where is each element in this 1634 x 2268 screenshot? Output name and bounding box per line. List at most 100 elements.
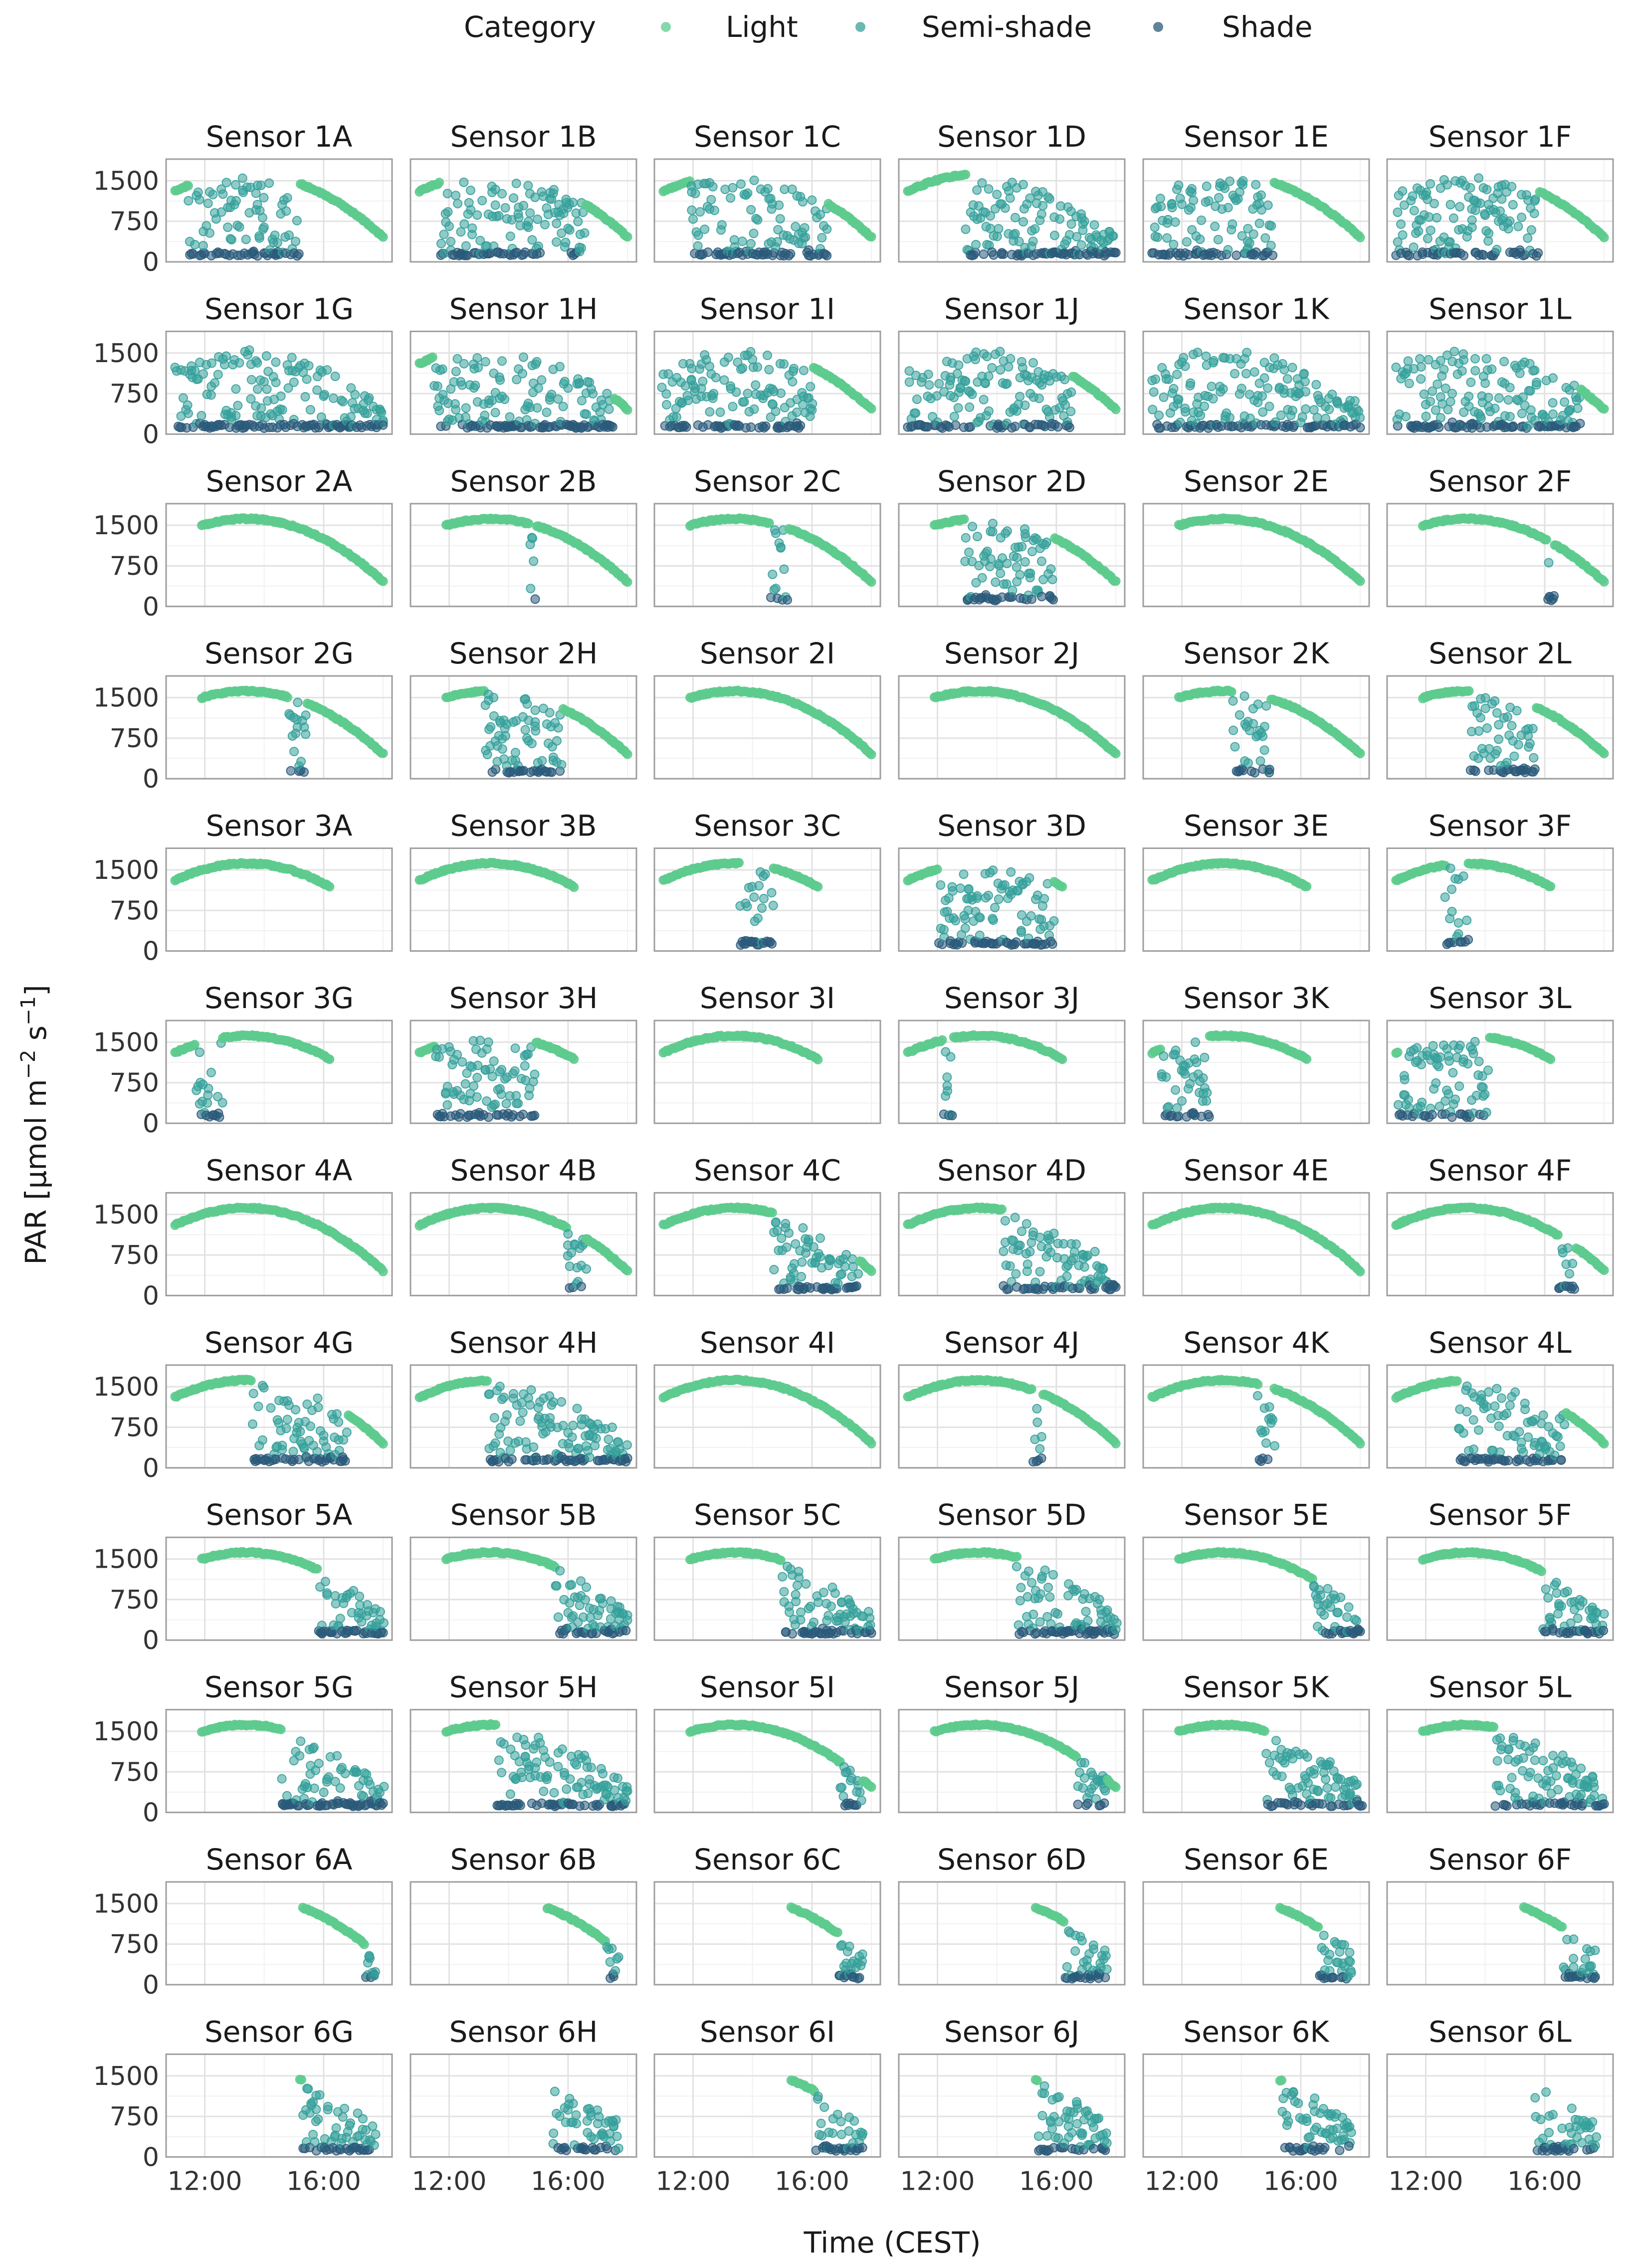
data-point xyxy=(1029,359,1037,367)
panel-sensor-2f: Sensor 2F xyxy=(1387,464,1613,607)
data-point xyxy=(808,196,816,205)
data-point xyxy=(605,405,613,413)
y-axis-title-main: PAR [μmol m xyxy=(19,1079,53,1264)
data-point xyxy=(732,388,741,397)
data-point xyxy=(576,379,584,387)
data-point xyxy=(754,914,762,922)
data-point xyxy=(1169,240,1178,249)
panel-title: Sensor 3H xyxy=(449,981,598,1015)
data-point xyxy=(501,732,510,740)
data-point xyxy=(220,361,229,369)
data-point xyxy=(253,359,261,367)
data-point xyxy=(867,750,876,759)
data-point xyxy=(1150,388,1158,396)
data-point xyxy=(1404,357,1413,365)
data-point xyxy=(762,422,770,430)
panel-sensor-2j: Sensor 2J xyxy=(899,636,1125,779)
data-point xyxy=(985,372,993,381)
data-point xyxy=(557,761,566,769)
data-point xyxy=(1405,251,1414,260)
panel-sensor-1h: Sensor 1H xyxy=(410,292,636,434)
data-point xyxy=(975,913,983,921)
data-point xyxy=(262,352,271,360)
data-point xyxy=(1476,713,1485,722)
y-axis-title-exp2: −1 xyxy=(17,996,40,1026)
data-point xyxy=(365,394,373,402)
data-point xyxy=(1021,525,1029,533)
data-point xyxy=(1228,220,1236,228)
data-point xyxy=(1459,872,1468,880)
data-point xyxy=(1508,721,1516,730)
data-point xyxy=(351,391,359,399)
data-point xyxy=(1474,727,1483,735)
data-point xyxy=(379,421,387,429)
data-point xyxy=(801,223,809,232)
data-point xyxy=(1288,407,1297,415)
panel-title: Sensor 3E xyxy=(1184,809,1329,843)
data-point xyxy=(1430,200,1438,208)
data-point xyxy=(1224,245,1232,254)
data-point xyxy=(793,408,801,416)
data-point xyxy=(1416,355,1424,363)
data-point xyxy=(799,198,807,206)
data-point xyxy=(786,249,795,258)
data-point xyxy=(1267,241,1275,250)
data-point xyxy=(954,404,963,412)
panel-title: Sensor 2J xyxy=(944,636,1079,670)
data-point xyxy=(552,238,561,246)
data-point xyxy=(973,532,982,541)
y-tick-label: 750 xyxy=(110,551,159,581)
data-point xyxy=(769,251,777,259)
data-point xyxy=(1549,374,1557,382)
data-point xyxy=(498,357,506,365)
panel-sensor-1j: Sensor 1J xyxy=(899,292,1125,434)
data-point xyxy=(578,397,586,405)
data-point xyxy=(1439,365,1448,374)
data-point xyxy=(290,378,298,387)
data-point xyxy=(1229,726,1237,735)
data-point xyxy=(443,1101,451,1109)
data-point xyxy=(765,366,773,374)
data-point xyxy=(990,251,998,259)
data-point xyxy=(985,185,993,193)
data-point xyxy=(996,347,1004,356)
data-point xyxy=(1527,406,1535,414)
data-point xyxy=(1464,392,1473,401)
data-point xyxy=(530,1070,539,1078)
data-point xyxy=(460,220,468,228)
data-point xyxy=(484,1113,493,1121)
data-point xyxy=(980,250,988,258)
data-point xyxy=(1050,231,1059,240)
data-point xyxy=(1048,940,1057,948)
data-point xyxy=(451,191,460,200)
data-point xyxy=(1038,202,1047,210)
data-point xyxy=(710,206,719,214)
data-point xyxy=(203,1099,211,1107)
data-point xyxy=(689,215,697,223)
data-point xyxy=(1462,916,1471,925)
data-point xyxy=(709,183,717,191)
data-point xyxy=(808,400,817,408)
data-point xyxy=(1181,408,1190,416)
data-point xyxy=(1526,739,1534,748)
data-point xyxy=(1510,752,1518,761)
data-point xyxy=(300,723,309,731)
data-point xyxy=(184,401,192,410)
data-point xyxy=(707,196,715,204)
data-point xyxy=(743,902,752,911)
data-point xyxy=(1219,385,1227,393)
data-point xyxy=(1483,724,1491,732)
data-point xyxy=(528,739,536,748)
data-point xyxy=(1054,422,1062,431)
data-point xyxy=(609,422,617,431)
data-point xyxy=(768,570,777,579)
data-point xyxy=(500,395,509,404)
panel-title: Sensor 1F xyxy=(1429,120,1572,154)
panel-title: Sensor 3G xyxy=(204,981,354,1015)
data-point xyxy=(991,903,999,912)
data-point xyxy=(502,1099,511,1108)
y-axis-title: PAR [μmol m−2 s−1] xyxy=(17,985,53,1264)
data-point xyxy=(283,194,292,202)
data-point xyxy=(531,727,540,735)
